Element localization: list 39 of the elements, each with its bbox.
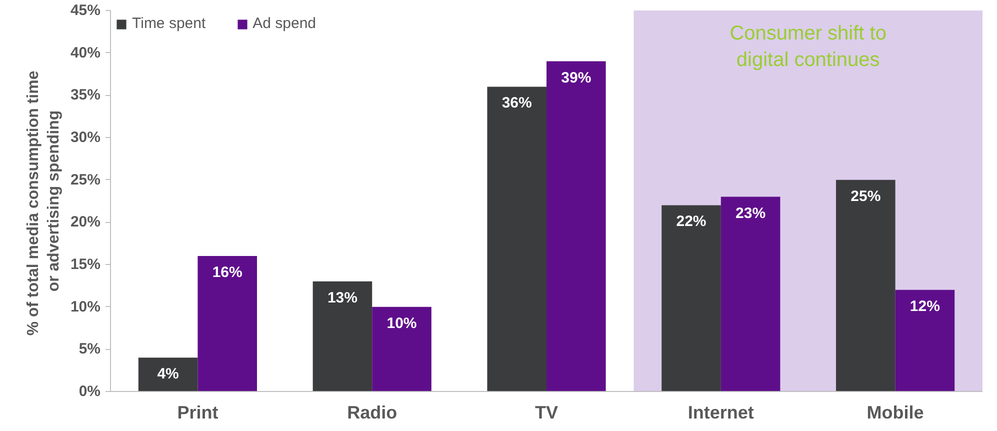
band-label: Consumer shift to digital continues — [730, 22, 886, 71]
y-tick-label: 5% — [78, 340, 101, 358]
data-label: 39% — [561, 69, 592, 86]
data-label: 4% — [157, 366, 179, 383]
legend-label: Time spent — [132, 15, 206, 32]
y-axis-title: % of total media consumption time or advertising spending — [25, 70, 62, 336]
y-tick-label: 30% — [70, 129, 101, 146]
y-tick-label: 45% — [70, 2, 101, 19]
y-tick-label: 35% — [70, 86, 101, 104]
bar — [546, 61, 606, 392]
data-label: 13% — [327, 289, 358, 306]
data-label: 22% — [676, 213, 706, 230]
x-tick-label: Internet — [688, 402, 754, 422]
data-label: 23% — [736, 204, 766, 222]
bar — [895, 290, 955, 392]
x-tick-label: Radio — [347, 402, 398, 422]
data-label: 25% — [850, 188, 881, 205]
y-tick-label: 20% — [70, 214, 101, 231]
legend-label: Ad spend — [252, 15, 316, 32]
bar — [372, 306, 432, 392]
bar — [198, 256, 257, 392]
y-tick-label: 25% — [70, 171, 101, 188]
bar — [487, 86, 546, 392]
y-tick-label: 40% — [70, 44, 101, 62]
y-tick-label: 0% — [78, 383, 101, 400]
data-label: 16% — [212, 264, 242, 282]
x-tick-label: Mobile — [866, 402, 924, 422]
data-label: 10% — [386, 314, 417, 332]
data-label: 36% — [502, 94, 532, 112]
bar — [836, 180, 896, 392]
y-tick-label: 10% — [70, 298, 101, 316]
bar — [138, 358, 198, 392]
bar — [312, 281, 372, 392]
data-label: 12% — [910, 298, 940, 315]
bar — [720, 196, 780, 392]
y-tick-label: 15% — [70, 256, 101, 273]
bar — [662, 205, 721, 392]
x-tick-label: Print — [177, 402, 218, 422]
x-tick-label: TV — [535, 402, 558, 422]
